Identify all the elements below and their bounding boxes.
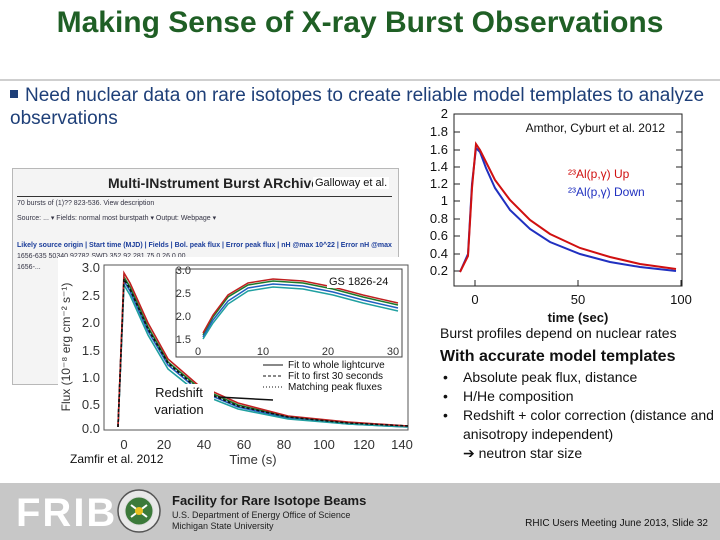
inset-curve <box>202 280 399 336</box>
inset-ytick: 1.5 <box>176 334 191 346</box>
right-ytick: 1.6 <box>430 142 448 157</box>
legend-fit2: Fit to first 30 seconds <box>288 371 383 382</box>
burst-profiles-text: Burst profiles depend on nuclear rates <box>440 325 677 341</box>
flux-ylabel: Flux (10⁻⁸ erg cm⁻² s⁻¹) <box>59 283 73 412</box>
flux-ytick: 3.0 <box>82 260 100 275</box>
footer-doe: U.S. Department of Energy Office of Scie… <box>172 510 351 520</box>
frib-seal-icon <box>117 489 161 533</box>
series-up-curve <box>459 141 677 273</box>
flux-ytick: 2.5 <box>82 288 100 303</box>
right-ytick: 0.8 <box>430 211 448 226</box>
slide-title: Making Sense of X-ray Burst Observations <box>56 6 664 39</box>
archive-row: 1656-635 50340.92782 SWD 352.92 281.75 0… <box>17 253 186 260</box>
list-item-text: Redshift + color correction (distance an… <box>463 407 714 442</box>
footer-bar: FRIB Facility for Rare Isotope Beams U.S… <box>0 483 720 540</box>
right-ytick: 0.6 <box>430 228 448 243</box>
redshift-label: Redshift variation <box>144 384 214 418</box>
flux-curve <box>117 276 409 428</box>
gs-label: GS 1826-24 <box>327 276 391 288</box>
right-ytick: 2 <box>441 106 448 121</box>
square-bullet-icon <box>10 89 18 98</box>
flux-xtick: 60 <box>237 437 251 452</box>
inset-xtick: 30 <box>387 346 399 358</box>
arrow-right-icon: ➔ <box>463 445 479 461</box>
inset-xtick: 10 <box>257 346 269 358</box>
archive-row: 70 bursts of (1)?? 823-536. View descrip… <box>17 200 155 207</box>
frib-logo: FRIB <box>16 491 118 535</box>
legend-fit3: Matching peak fluxes <box>288 382 382 393</box>
inset-ytick: 2.5 <box>176 288 191 300</box>
inset-curve <box>202 278 399 334</box>
list-item-text: Absolute peak flux, distance <box>463 369 638 385</box>
legend-fit1: Fit to whole lightcurve <box>288 360 385 371</box>
footer-msu: Michigan State University <box>172 521 274 531</box>
flux-xtick: 140 <box>391 437 413 452</box>
redshift-arrow <box>217 396 274 401</box>
right-credit: Amthor, Cyburt et al. 2012 <box>526 121 666 135</box>
right-ytick: 1.4 <box>430 159 448 174</box>
list-item: • Redshift + color correction (distance a… <box>440 406 715 444</box>
flux-xtick: 120 <box>353 437 375 452</box>
flux-ytick: 0.0 <box>82 421 100 436</box>
title-divider <box>0 79 720 81</box>
archive-title: Multi-INstrument Burst ARchive <box>108 175 320 191</box>
legend-down: ²³Al(p,γ) Down <box>568 185 645 199</box>
inset-curve <box>202 286 399 340</box>
zamfir-credit: Zamfir et al. 2012 <box>70 452 164 466</box>
inset-ytick: 2.0 <box>176 311 191 323</box>
right-xlabel: time (sec) <box>548 310 609 325</box>
right-xtick: 0 <box>471 292 478 307</box>
list-item-text: neutron star size <box>478 445 583 461</box>
flux-ytick: 1.5 <box>82 343 100 358</box>
flux-curve <box>117 282 409 428</box>
list-item-arrow: ➔ neutron star size <box>440 444 715 463</box>
main-bullet: Need nuclear data on rare isotopes to cr… <box>10 84 715 130</box>
archive-row: 1656-... <box>17 264 41 271</box>
bullet-dot-icon: • <box>443 388 448 404</box>
inset-ytick: 3.0 <box>176 265 191 277</box>
inset-xtick: 20 <box>322 346 334 358</box>
right-xtick: 100 <box>670 292 692 307</box>
bullet-dot-icon: • <box>443 369 448 385</box>
flux-ytick: 0.5 <box>82 397 100 412</box>
right-ytick: 1.8 <box>430 124 448 139</box>
rate-sensitivity-plot: 2 1.8 1.6 1.4 1.2 1 0.8 0.6 0.4 0.2 Amth… <box>420 104 715 326</box>
footer-facility: Facility for Rare Isotope Beams <box>172 493 367 508</box>
flux-xtick: 100 <box>313 437 335 452</box>
list-item: • H/He composition <box>440 387 715 406</box>
flux-ytick: 1.0 <box>82 370 100 385</box>
legend-up: ²³Al(p,γ) Up <box>568 167 630 181</box>
archive-credit: Galloway et al. <box>313 177 390 189</box>
templates-list: • Absolute peak flux, distance • H/He comp… <box>440 368 715 463</box>
right-ytick: 0.4 <box>430 246 448 261</box>
archive-header-row: Likely source origin | Start time (MJD) … <box>17 242 392 249</box>
flux-xtick: 40 <box>197 437 211 452</box>
right-xtick: 50 <box>571 292 585 307</box>
slide-number: RHIC Users Meeting June 2013, Slide 32 <box>525 518 708 529</box>
flux-xtick: 20 <box>157 437 171 452</box>
archive-row: Source: ... ▾ Fields: normal most burstp… <box>17 215 217 222</box>
flux-ytick: 2.0 <box>82 315 100 330</box>
archive-divider <box>17 196 392 197</box>
list-item: • Absolute peak flux, distance <box>440 368 715 387</box>
list-item-text: H/He composition <box>463 388 574 404</box>
inset-curve <box>202 283 399 338</box>
main-bullet-text: Need nuclear data on rare isotopes to cr… <box>10 85 705 129</box>
bullet-dot-icon: • <box>443 407 448 423</box>
burst-flux-plot: Flux (10⁻⁸ erg cm⁻² s⁻¹) 3.0 2.5 2.0 1.5… <box>58 257 418 472</box>
right-ytick: 1 <box>441 193 448 208</box>
inset-xtick: 0 <box>195 346 201 358</box>
with-accurate-heading: With accurate model templates <box>440 348 676 365</box>
flux-xtick: 0 <box>120 437 127 452</box>
right-ytick: 1.2 <box>430 176 448 191</box>
right-ytick: 0.2 <box>430 263 448 278</box>
flux-curve <box>117 270 409 428</box>
flux-xlabel: Time (s) <box>229 452 276 467</box>
flux-xtick: 80 <box>277 437 291 452</box>
